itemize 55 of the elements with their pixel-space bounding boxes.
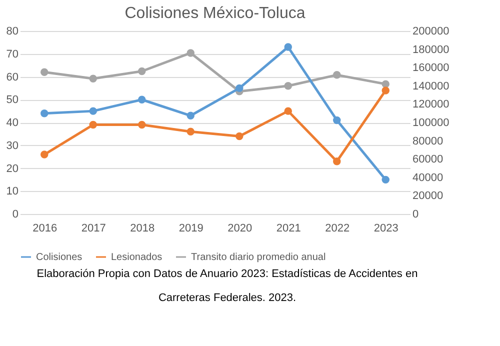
y-tick-label: 20: [6, 162, 18, 175]
point: [333, 71, 341, 79]
y-tick-label: 60: [6, 71, 18, 84]
point: [382, 86, 390, 94]
y2-tick-label: 20000: [412, 190, 444, 202]
point: [40, 68, 48, 76]
y-tick-label: 70: [6, 48, 18, 60]
y2-tick-label: 0: [412, 208, 419, 220]
y2-tick-label: 100000: [412, 117, 450, 129]
point: [382, 176, 390, 184]
legend-label: Transito diario promedio anual: [191, 252, 326, 263]
point: [40, 109, 48, 118]
y-tick-label: 40: [6, 117, 18, 129]
point: [138, 96, 146, 104]
y2-tick-label: 60000: [412, 154, 444, 166]
x-tick-label: 2018: [130, 222, 155, 234]
point: [186, 128, 194, 136]
y-tick-label: 50: [6, 94, 18, 106]
text: Elaboración Propia con Datos de Anuario 2023: Estadísticas de Accidentes en Carreteras Federales. 2023.: [36, 268, 418, 304]
point: [236, 132, 244, 140]
x-tick-label: 2019: [178, 222, 204, 234]
y2-tick-label: 160000: [412, 62, 450, 74]
y2-tick-label: 180000: [412, 44, 450, 56]
x-tick-label: 2022: [325, 222, 350, 234]
chart-title: Colisiones México-Toluca: [124, 5, 306, 22]
point: [89, 74, 97, 82]
point: [138, 67, 146, 76]
y-tick-label: 0: [12, 208, 18, 220]
legend-label: Colisiones: [36, 252, 82, 263]
point: [236, 84, 244, 92]
point: [89, 107, 97, 115]
point: [284, 43, 292, 51]
y-tick-label: 10: [6, 186, 18, 198]
y-tick-label: 80: [6, 26, 18, 38]
x-tick-label: 2016: [32, 222, 58, 234]
point: [186, 49, 194, 57]
y2-tick-label: 140000: [412, 80, 450, 92]
point: [186, 112, 194, 120]
x-tick-label: 2020: [228, 222, 252, 234]
y2-tick-label: 80000: [412, 135, 444, 148]
x-tick-label: 2021: [276, 222, 301, 234]
point: [333, 116, 341, 124]
point: [284, 82, 292, 90]
point: [89, 120, 97, 129]
point: [138, 120, 146, 129]
point: [333, 158, 341, 166]
y-tick-label: 30: [6, 140, 18, 152]
x-tick-label: 2023: [374, 222, 398, 234]
x-tick-label: 2017: [81, 222, 106, 234]
point: [40, 150, 48, 158]
y2-tick-label: 40000: [412, 172, 444, 184]
y2-tick-label: 120000: [412, 98, 450, 111]
legend-label: Lesionados: [111, 252, 162, 263]
y2-tick-label: 200000: [412, 26, 450, 38]
point: [284, 107, 292, 115]
